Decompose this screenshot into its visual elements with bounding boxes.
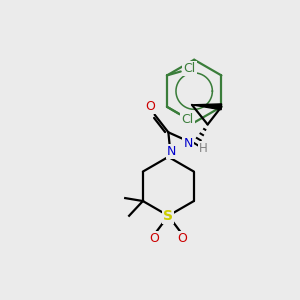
Text: S: S	[164, 209, 173, 223]
Text: N: N	[183, 136, 193, 150]
Text: O: O	[145, 100, 155, 113]
Text: N: N	[167, 146, 176, 158]
Text: Cl: Cl	[182, 113, 194, 126]
Text: O: O	[177, 232, 187, 245]
Text: O: O	[150, 232, 160, 245]
Polygon shape	[192, 104, 222, 110]
Text: H: H	[199, 142, 208, 154]
Text: Cl: Cl	[183, 62, 196, 75]
